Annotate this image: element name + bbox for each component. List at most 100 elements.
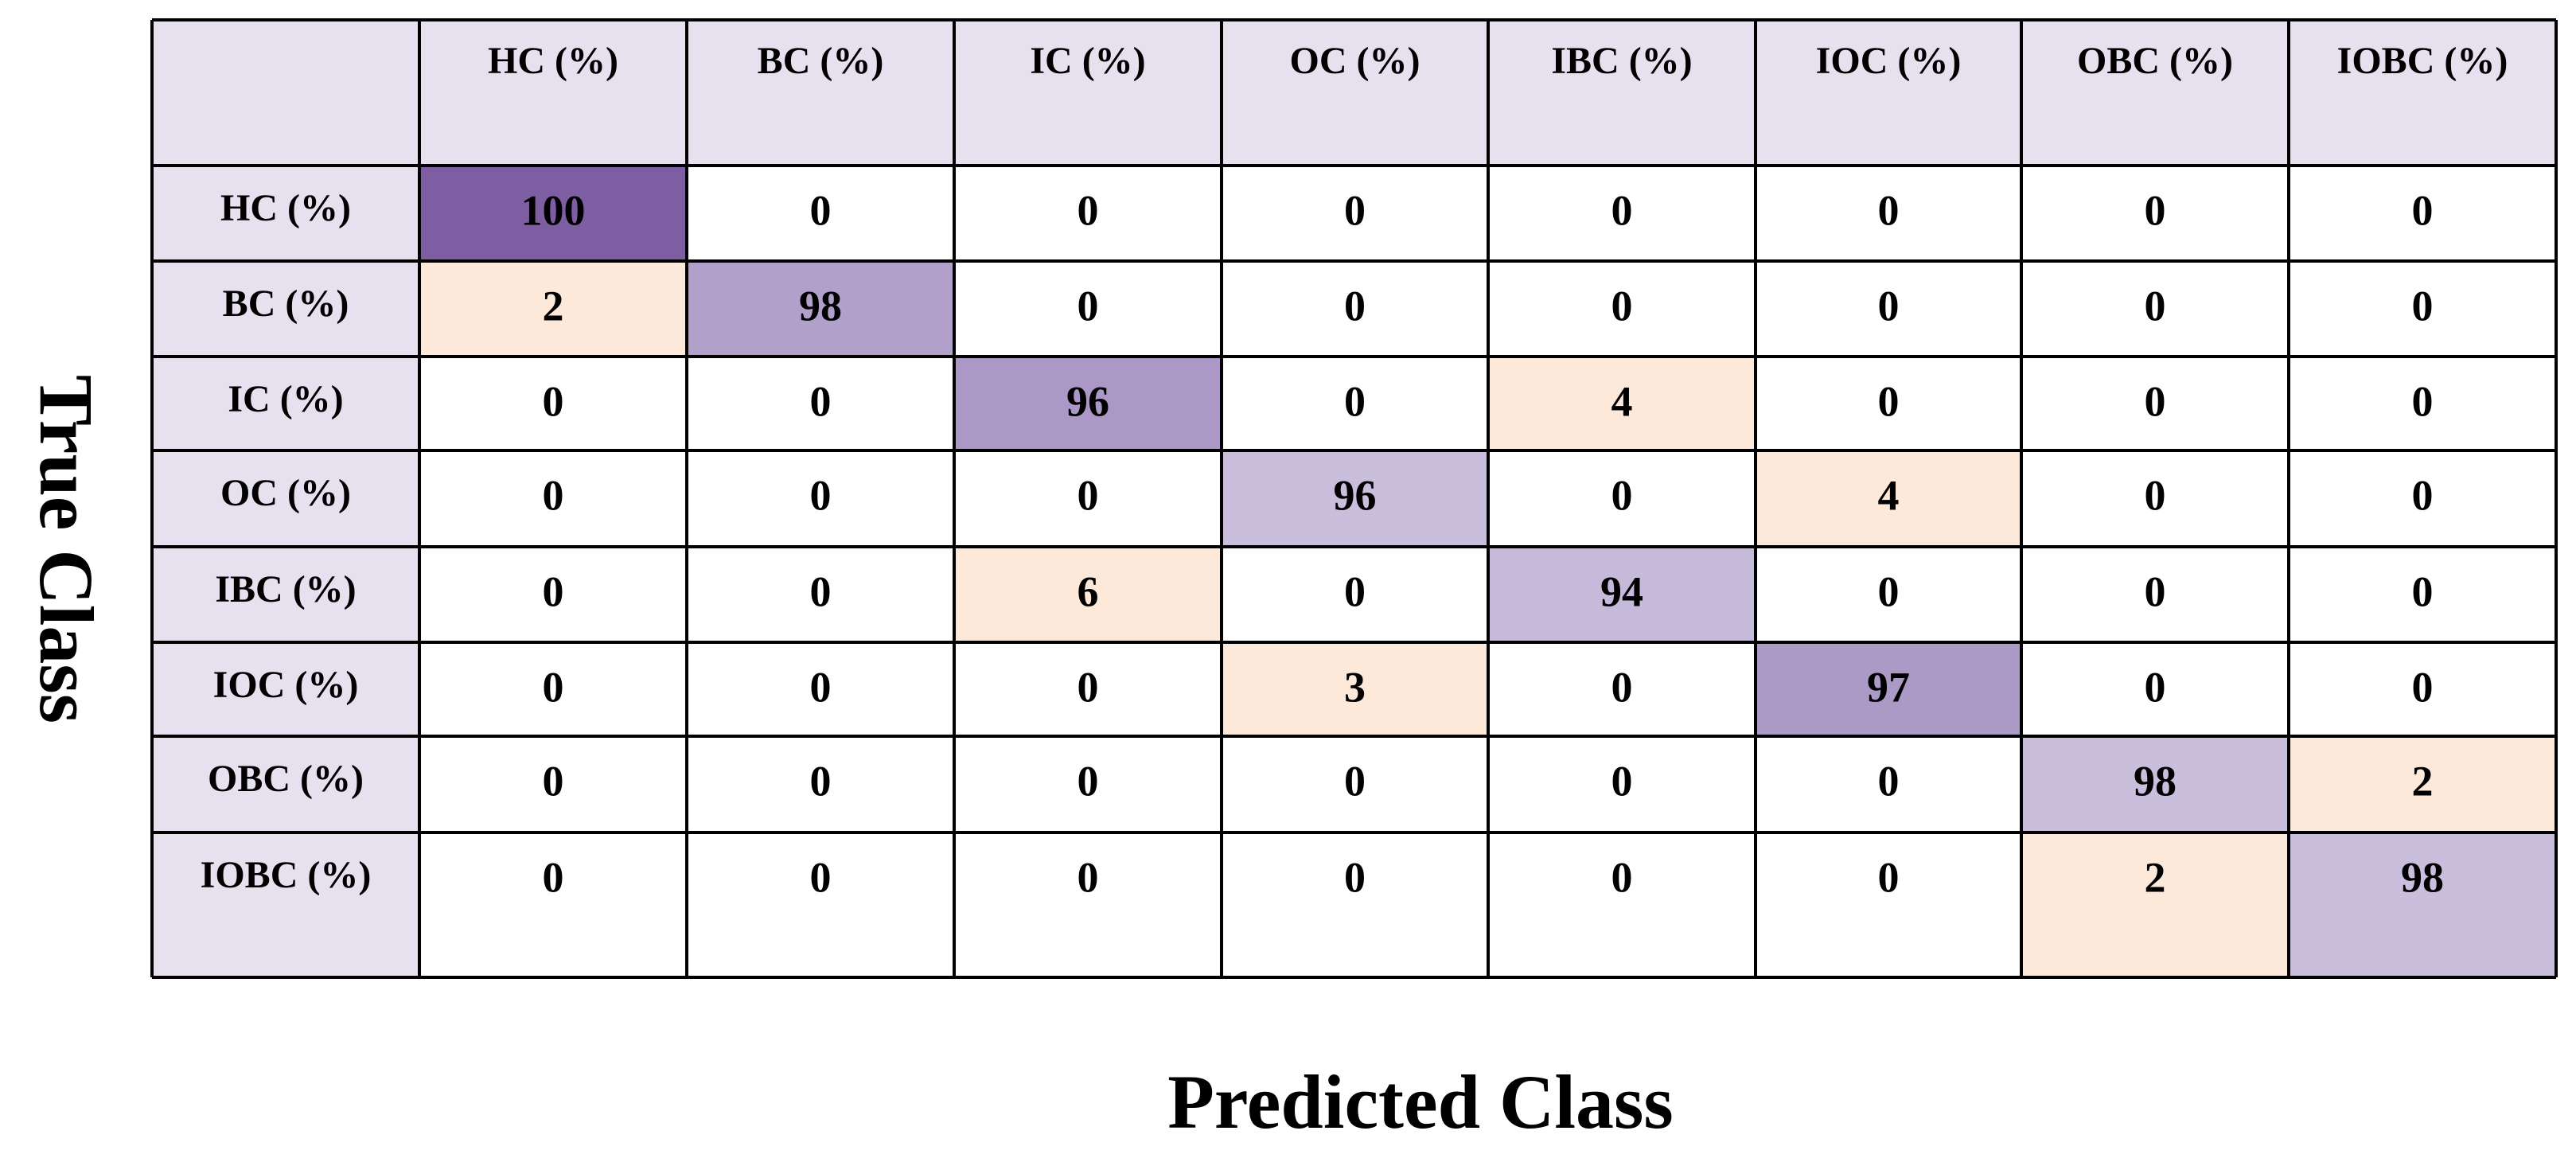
- cell-value: 0: [1078, 663, 1099, 711]
- cell-value: 0: [2412, 282, 2434, 329]
- cell: [1756, 166, 2021, 261]
- cell-value: 0: [543, 853, 564, 901]
- cell-value: 0: [1611, 471, 1633, 519]
- cell-value: 0: [1878, 757, 1900, 805]
- cell: [419, 166, 687, 261]
- cell-value: 0: [1344, 377, 1366, 425]
- cell: [1222, 832, 1488, 977]
- cell: [1222, 450, 1488, 547]
- cell: [1488, 547, 1756, 642]
- cell-value: 0: [2145, 663, 2166, 711]
- cell-value: 0: [1878, 186, 1900, 234]
- cell-value: 2: [2412, 757, 2434, 805]
- cell: [2021, 357, 2289, 450]
- cell: [954, 357, 1222, 450]
- cell: [1488, 450, 1756, 547]
- header-row: [152, 20, 2556, 166]
- cell: [954, 261, 1222, 357]
- cell-value: 0: [2145, 471, 2166, 519]
- cell: [1756, 357, 2021, 450]
- cell-value: 96: [1334, 471, 1377, 519]
- cell: [687, 547, 954, 642]
- cell: [2021, 832, 2289, 977]
- cell: [1756, 736, 2021, 832]
- column-header: IOC (%): [1816, 40, 1962, 82]
- cell-value: 0: [2145, 186, 2166, 234]
- cell-value: 0: [2412, 377, 2434, 425]
- cell-value: 0: [1878, 567, 1900, 615]
- column-header: HC (%): [488, 40, 618, 82]
- column-header: OBC (%): [2077, 40, 2233, 82]
- column-header: IC (%): [1030, 40, 1145, 82]
- cell: [687, 357, 954, 450]
- cell-value: 0: [1078, 757, 1099, 805]
- cell-value: 0: [1078, 282, 1099, 329]
- cell: [954, 736, 1222, 832]
- cell: [419, 736, 687, 832]
- cell-value: 98: [799, 282, 842, 329]
- cell-value: 4: [1611, 377, 1633, 425]
- cell: [2021, 166, 2289, 261]
- cell: [1488, 832, 1756, 977]
- cell-value: 0: [1344, 567, 1366, 615]
- row-header: HC (%): [220, 187, 351, 229]
- cell-value: 97: [1867, 663, 1910, 711]
- cell: [687, 261, 954, 357]
- row-header: IC (%): [228, 378, 343, 420]
- cell-value: 0: [2412, 186, 2434, 234]
- cell-value: 0: [810, 663, 832, 711]
- cell-value: 0: [1078, 853, 1099, 901]
- cell-value: 0: [1878, 853, 1900, 901]
- cell-value: 0: [1344, 853, 1366, 901]
- cell: [2289, 736, 2556, 832]
- cell-value: 0: [810, 377, 832, 425]
- cell: [419, 261, 687, 357]
- cell: [1756, 450, 2021, 547]
- cell-value: 0: [2145, 567, 2166, 615]
- cell: [2021, 736, 2289, 832]
- cell-value: 0: [1344, 282, 1366, 329]
- cell: [954, 166, 1222, 261]
- cell: [2021, 261, 2289, 357]
- row-header: BC (%): [223, 283, 349, 325]
- cell: [419, 450, 687, 547]
- cell-value: 98: [2401, 853, 2444, 901]
- cell: [1222, 166, 1488, 261]
- cell-value: 0: [1078, 471, 1099, 519]
- cell-value: 0: [543, 757, 564, 805]
- cell-value: 0: [543, 567, 564, 615]
- cell: [419, 642, 687, 736]
- cell: [2289, 450, 2556, 547]
- cell: [2289, 832, 2556, 977]
- cell: [1488, 357, 1756, 450]
- cell-value: 0: [543, 377, 564, 425]
- cell-value: 0: [810, 757, 832, 805]
- cell: [1488, 642, 1756, 736]
- cell: [1756, 832, 2021, 977]
- row-header: IOC (%): [213, 664, 359, 706]
- column-header: IOBC (%): [2337, 40, 2508, 82]
- cell: [954, 450, 1222, 547]
- cell-value: 0: [810, 567, 832, 615]
- cell: [2289, 261, 2556, 357]
- cell-value: 0: [1611, 853, 1633, 901]
- cell-value: 0: [543, 663, 564, 711]
- cell: [1756, 642, 2021, 736]
- cell: [419, 357, 687, 450]
- cell-value: 0: [1611, 186, 1633, 234]
- row-header: OBC (%): [208, 758, 364, 800]
- cell-value: 3: [1344, 663, 1366, 711]
- cell: [2021, 547, 2289, 642]
- cell: [687, 166, 954, 261]
- cell-value: 0: [2145, 282, 2166, 329]
- cell-value: 0: [1344, 757, 1366, 805]
- cell-value: 2: [2145, 853, 2166, 901]
- cell: [954, 642, 1222, 736]
- x-axis-label: Predicted Class: [1167, 1059, 1673, 1144]
- row-header: IOBC (%): [201, 854, 372, 896]
- cell: [1222, 547, 1488, 642]
- cell: [687, 642, 954, 736]
- cell: [687, 736, 954, 832]
- row-header: IBC (%): [215, 568, 356, 610]
